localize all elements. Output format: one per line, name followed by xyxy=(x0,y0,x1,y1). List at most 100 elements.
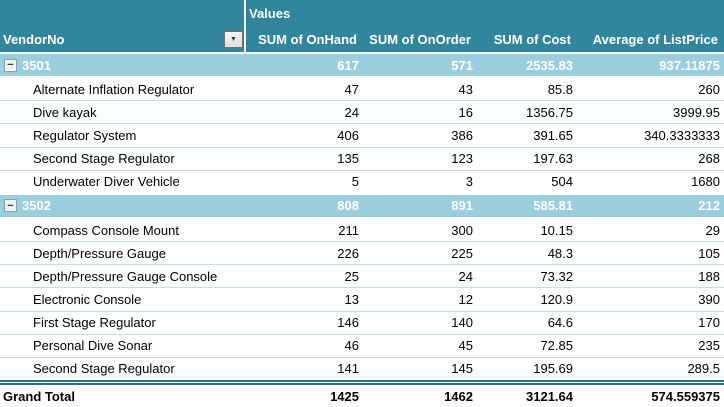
pivot-rows: −3501 617 571 2535.83 937.11875 Alternate Inf… xyxy=(0,52,724,407)
column-header-row: VendorNo ▼ SUM of OnHand SUM of OnOrder … xyxy=(0,27,724,52)
value-cell[interactable]: 504 xyxy=(551,174,573,190)
value-cell[interactable]: 571 xyxy=(451,57,473,73)
value-cell[interactable]: 73.32 xyxy=(540,268,573,284)
header-sum-onhand[interactable]: SUM of OnHand xyxy=(258,32,357,47)
value-cell[interactable]: 120.9 xyxy=(540,291,573,307)
row-label-cell[interactable]: −3502 xyxy=(0,198,246,213)
value-cell[interactable]: 937.11875 xyxy=(659,57,720,73)
value-cell[interactable]: 146 xyxy=(337,315,359,331)
value-cell[interactable]: 10.15 xyxy=(540,222,573,238)
value-cell[interactable]: 617 xyxy=(337,57,359,73)
row-label: 3502 xyxy=(22,198,51,214)
value-cell[interactable]: 574.559375 xyxy=(651,388,720,404)
value-cell[interactable]: 260 xyxy=(698,81,720,97)
value-cell[interactable]: 340.3333333 xyxy=(644,127,720,143)
value-cell[interactable]: 268 xyxy=(698,151,720,167)
item-row: Personal Dive Sonar 46 45 72.85 235 xyxy=(0,333,724,357)
value-cell[interactable]: 3121.64 xyxy=(526,388,573,404)
value-cell[interactable]: 390 xyxy=(698,291,720,307)
value-cell[interactable]: 195.69 xyxy=(533,361,573,377)
value-cell[interactable]: 48.3 xyxy=(547,245,573,261)
values-header-cell[interactable]: Values xyxy=(244,0,724,27)
row-label-cell[interactable]: Second Stage Regulator xyxy=(0,361,246,376)
value-cell[interactable]: 12 xyxy=(458,291,473,307)
value-cell[interactable]: 188 xyxy=(698,268,720,284)
row-label-cell[interactable]: Personal Dive Sonar xyxy=(0,338,246,353)
value-cell[interactable]: 123 xyxy=(451,151,473,167)
row-label-cell[interactable]: Second Stage Regulator xyxy=(0,151,246,166)
item-row: Dive kayak 24 16 1356.75 3999.95 xyxy=(0,100,724,123)
row-label-cell[interactable]: Grand Total xyxy=(0,389,246,404)
value-cell[interactable]: 391.65 xyxy=(533,127,573,143)
row-label: Depth/Pressure Gauge xyxy=(33,245,166,261)
header-sum-cost[interactable]: SUM of Cost xyxy=(493,32,571,47)
row-label-cell[interactable]: First Stage Regulator xyxy=(0,315,246,330)
row-label-cell[interactable]: Electronic Console xyxy=(0,292,246,307)
item-row: Compass Console Mount 211 300 10.15 29 xyxy=(0,219,724,241)
value-cell[interactable]: 226 xyxy=(337,245,359,261)
row-label-cell[interactable]: Dive kayak xyxy=(0,105,246,120)
value-cell[interactable]: 891 xyxy=(451,198,473,214)
value-cell[interactable]: 3999.95 xyxy=(673,104,720,120)
value-cell[interactable]: 1425 xyxy=(330,388,359,404)
value-cell[interactable]: 72.85 xyxy=(540,338,573,354)
value-cell[interactable]: 2535.83 xyxy=(526,57,573,73)
value-cell[interactable]: 140 xyxy=(451,315,473,331)
row-label: Alternate Inflation Regulator xyxy=(33,81,195,97)
value-cell[interactable]: 585.81 xyxy=(533,198,573,214)
value-cell[interactable]: 43 xyxy=(458,81,473,97)
item-row: Alternate Inflation Regulator 47 43 85.8 260 xyxy=(0,78,724,100)
value-cell[interactable]: 3 xyxy=(465,174,473,190)
value-cell[interactable]: 16 xyxy=(458,104,473,120)
value-cell[interactable]: 47 xyxy=(344,81,359,97)
value-cell[interactable]: 5 xyxy=(351,174,359,190)
value-cell[interactable]: 29 xyxy=(705,222,720,238)
row-label-cell[interactable]: Regulator System xyxy=(0,128,246,143)
value-cell[interactable]: 46 xyxy=(344,338,359,354)
header-avg-listprice[interactable]: Average of ListPrice xyxy=(592,32,718,47)
value-cell[interactable]: 85.8 xyxy=(547,81,573,97)
value-cell[interactable]: 105 xyxy=(698,245,720,261)
collapse-button[interactable]: − xyxy=(4,199,17,213)
row-label-cell[interactable]: Alternate Inflation Regulator xyxy=(0,82,246,97)
value-cell[interactable]: 1356.75 xyxy=(526,104,573,120)
row-label: 3501 xyxy=(22,57,51,73)
value-cell[interactable]: 64.6 xyxy=(547,315,573,331)
dropdown-arrow-icon: ▼ xyxy=(230,36,237,43)
value-cell[interactable]: 24 xyxy=(344,104,359,120)
item-row: Depth/Pressure Gauge Console 25 24 73.32 188 xyxy=(0,264,724,287)
value-cell[interactable]: 1680 xyxy=(691,174,720,190)
header-sum-onorder[interactable]: SUM of OnOrder xyxy=(369,32,471,47)
row-label-cell[interactable]: Depth/Pressure Gauge xyxy=(0,246,246,261)
value-cell[interactable]: 808 xyxy=(337,198,359,214)
row-label-cell[interactable]: −3501 xyxy=(0,58,246,73)
value-cell[interactable]: 25 xyxy=(344,268,359,284)
value-cell[interactable]: 197.63 xyxy=(533,151,573,167)
value-cell[interactable]: 170 xyxy=(698,315,720,331)
grand-total-row: Grand Total 1425 1462 3121.64 574.559375 xyxy=(0,379,724,407)
value-cell[interactable]: 145 xyxy=(451,361,473,377)
value-cell[interactable]: 406 xyxy=(337,127,359,143)
vendorno-header-cell[interactable]: VendorNo ▼ xyxy=(0,27,244,52)
value-cell[interactable]: 1462 xyxy=(444,388,473,404)
corner-cell[interactable] xyxy=(0,0,244,27)
value-cell[interactable]: 135 xyxy=(337,151,359,167)
item-row: Underwater Diver Vehicle 5 3 504 1680 xyxy=(0,169,724,193)
value-cell[interactable]: 13 xyxy=(344,291,359,307)
value-cell[interactable]: 386 xyxy=(451,127,473,143)
value-cell[interactable]: 24 xyxy=(458,268,473,284)
value-cell[interactable]: 141 xyxy=(337,361,359,377)
row-label-cell[interactable]: Compass Console Mount xyxy=(0,223,246,238)
collapse-button[interactable]: − xyxy=(4,58,17,72)
value-cell[interactable]: 300 xyxy=(451,222,473,238)
value-cell[interactable]: 225 xyxy=(451,245,473,261)
value-cell[interactable]: 211 xyxy=(338,222,359,238)
value-cell[interactable]: 235 xyxy=(698,338,720,354)
value-cell[interactable]: 212 xyxy=(698,198,720,214)
row-label-cell[interactable]: Underwater Diver Vehicle xyxy=(0,174,246,189)
value-cell[interactable]: 45 xyxy=(458,338,473,354)
vendorno-filter-button[interactable]: ▼ xyxy=(224,31,243,48)
row-label-cell[interactable]: Depth/Pressure Gauge Console xyxy=(0,269,246,284)
value-cell[interactable]: 289.5 xyxy=(687,361,720,377)
